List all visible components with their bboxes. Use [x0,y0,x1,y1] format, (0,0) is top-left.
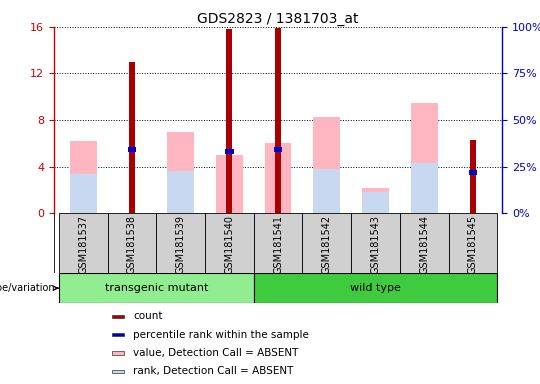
Bar [225,149,234,154]
Title: GDS2823 / 1381703_at: GDS2823 / 1381703_at [197,12,359,26]
Text: transgenic mutant: transgenic mutant [105,283,208,293]
Bar [112,314,124,318]
Text: wild type: wild type [350,283,401,293]
Text: GSM181541: GSM181541 [273,215,283,274]
Bar [156,213,205,273]
Text: GSM181537: GSM181537 [78,215,88,274]
Text: GSM181538: GSM181538 [127,215,137,274]
Bar [167,132,194,213]
Bar [254,213,302,273]
Bar [70,174,97,213]
Bar [112,369,124,373]
Bar [216,155,243,213]
Bar [449,213,497,273]
Bar [127,147,136,152]
Bar [362,192,389,213]
Text: GSM181544: GSM181544 [419,215,429,274]
Bar [411,163,437,213]
Bar [313,169,340,213]
Text: percentile rank within the sample: percentile rank within the sample [133,329,309,339]
Bar [107,213,156,273]
Text: rank, Detection Call = ABSENT: rank, Detection Call = ABSENT [133,366,294,376]
Text: GSM181539: GSM181539 [176,215,186,274]
Text: GSM181543: GSM181543 [370,215,381,274]
Bar [129,62,135,213]
Bar [205,213,254,273]
Text: genotype/variation: genotype/variation [0,283,58,293]
Bar [59,213,107,273]
Bar [313,117,340,213]
Bar [112,351,124,354]
Text: GSM181542: GSM181542 [322,215,332,274]
Bar [70,141,97,213]
Bar [59,273,254,303]
Bar [265,143,292,213]
Bar [351,213,400,273]
Bar [470,140,476,213]
Text: GSM181545: GSM181545 [468,215,478,274]
Bar [112,333,124,336]
Bar [469,170,477,175]
Text: count: count [133,311,163,321]
Text: value, Detection Call = ABSENT: value, Detection Call = ABSENT [133,348,299,358]
Text: GSM181540: GSM181540 [225,215,234,274]
Bar [275,28,281,213]
Bar [400,213,449,273]
Bar [302,213,351,273]
Bar [362,188,389,213]
Bar [226,29,232,213]
Bar [167,171,194,213]
Bar [411,103,437,213]
Bar [254,273,497,303]
Bar [274,147,282,152]
